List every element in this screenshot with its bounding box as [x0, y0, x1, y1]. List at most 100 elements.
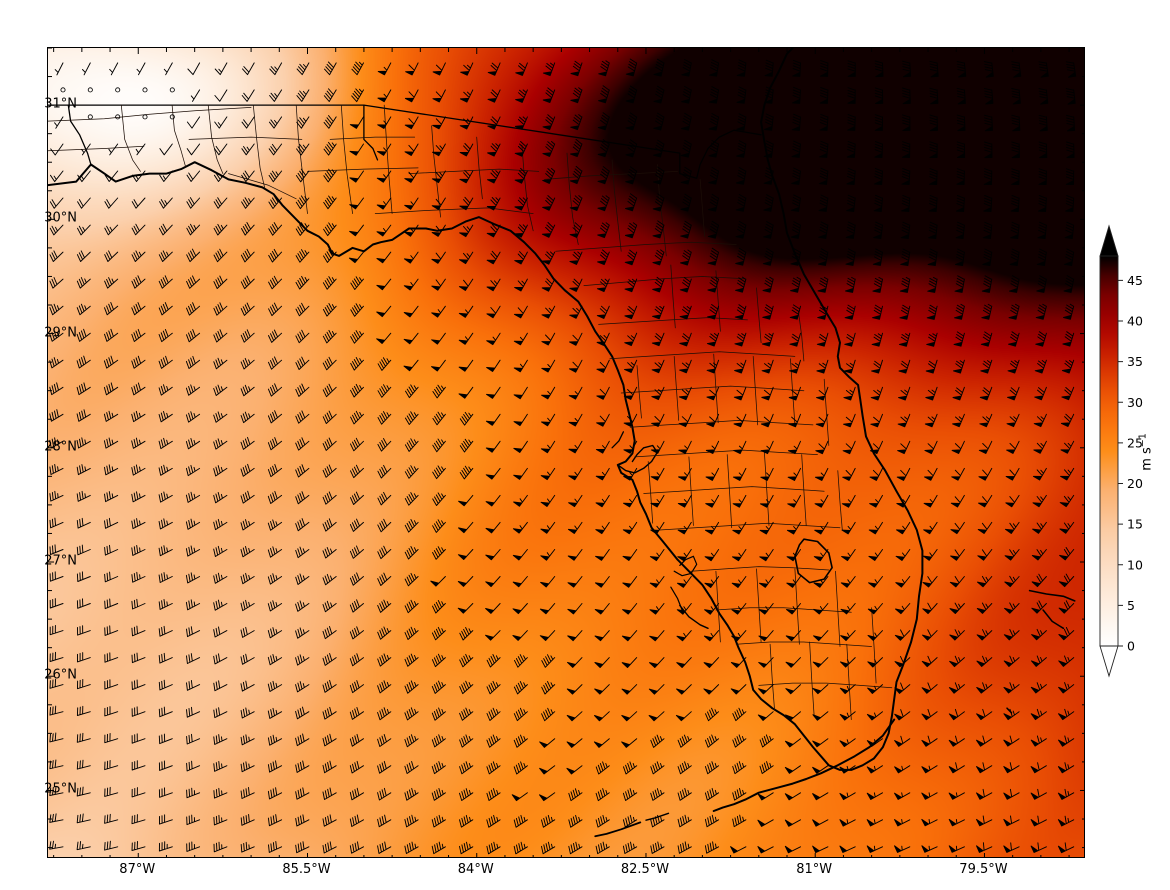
- wind-barb: [131, 464, 146, 476]
- wind-barb: [786, 603, 801, 615]
- wind-barb: [513, 734, 528, 748]
- wind-barb: [956, 61, 967, 78]
- wind-barb: [1008, 303, 1020, 320]
- wind-barb: [595, 761, 610, 775]
- wind-barb: [404, 546, 419, 560]
- wind-barb: [268, 302, 283, 317]
- wind-barb: [431, 170, 446, 184]
- wind-barb: [296, 116, 310, 129]
- wind-barb: [922, 602, 938, 615]
- wind-barb: [295, 518, 310, 532]
- county-boundary: [756, 287, 762, 344]
- wind-barb: [240, 653, 255, 665]
- wind-barb: [1007, 359, 1020, 374]
- wind-barb: [924, 440, 938, 455]
- wind-barb: [844, 304, 856, 320]
- wind-barb: [295, 383, 310, 397]
- wind-barb: [185, 355, 201, 369]
- alabama-georgia-florida-border: [67, 104, 379, 161]
- wind-barb: [186, 653, 201, 664]
- wind-barb: [874, 60, 884, 78]
- wind-barb: [650, 521, 665, 535]
- wind-barb: [870, 413, 883, 428]
- colorbar-unit-text: m s: [1139, 447, 1155, 471]
- wind-barb: [349, 545, 364, 559]
- wind-barb: [569, 251, 583, 265]
- latitude-tick-label: 27°N: [44, 553, 77, 569]
- wind-barb: [377, 760, 392, 774]
- wind-barb: [240, 490, 255, 504]
- wind-barb: [983, 195, 993, 212]
- wind-barb: [680, 249, 692, 266]
- wind-barb: [954, 303, 965, 320]
- county-boundary: [758, 682, 893, 689]
- wind-barb: [240, 599, 255, 612]
- wind-barb: [459, 196, 474, 211]
- wind-barb: [1034, 386, 1047, 401]
- wind-barb: [922, 576, 938, 588]
- wind-barb: [954, 275, 965, 293]
- wind-barb: [295, 275, 310, 290]
- wind-barb: [513, 814, 528, 828]
- wind-barb: [950, 521, 965, 535]
- wind-barb: [131, 814, 146, 825]
- georgia-florida-border: [363, 104, 762, 179]
- wind-barb: [790, 248, 801, 266]
- wind-barb: [50, 170, 64, 183]
- wind-barb: [487, 89, 501, 103]
- wind-barb: [268, 116, 283, 129]
- county-boundary: [374, 207, 534, 214]
- wind-barb: [813, 603, 829, 615]
- wind-barb: [784, 845, 801, 854]
- longitude-tick-label: 82.5°W: [620, 862, 670, 877]
- wind-barb: [213, 492, 228, 504]
- wind-barb: [812, 711, 829, 721]
- wind-barb: [596, 278, 610, 293]
- wind-barb: [948, 735, 965, 747]
- wind-barb: [894, 792, 911, 800]
- wind-barb: [431, 224, 446, 237]
- wind-barb: [349, 653, 364, 667]
- wind-barb: [267, 464, 283, 478]
- wind-barb: [818, 221, 829, 239]
- wind-barb: [512, 521, 528, 534]
- wind-barb: [49, 490, 64, 502]
- wind-barb: [840, 603, 856, 615]
- wind-barb: [707, 276, 720, 293]
- wind-barb: [542, 114, 556, 130]
- wind-barb: [459, 116, 474, 130]
- wind-barb: [431, 653, 446, 668]
- wind-barb: [404, 116, 419, 130]
- wind-barb: [596, 305, 610, 319]
- wind-barb: [268, 248, 283, 263]
- wind-barb: [131, 760, 146, 771]
- county-boundary: [120, 104, 141, 172]
- wind-barb: [677, 494, 692, 508]
- wind-barb: [1003, 708, 1020, 721]
- wind-barb: [650, 788, 665, 801]
- wind-barb: [431, 359, 446, 372]
- wind-barb: [894, 629, 911, 641]
- wind-barb: [706, 359, 720, 374]
- wind-barb: [404, 438, 419, 452]
- wind-barb: [598, 85, 610, 104]
- wind-barb: [1063, 275, 1075, 293]
- wind-barb: [1010, 195, 1020, 212]
- wind-barb: [1061, 386, 1075, 401]
- wind-barb: [322, 653, 337, 666]
- wind-barb: [901, 141, 911, 158]
- wind-barb: [1006, 413, 1020, 428]
- wind-barb: [296, 89, 310, 102]
- wind-barb: [213, 680, 228, 692]
- wind-barb: [131, 328, 146, 342]
- wind-barb: [595, 521, 610, 535]
- wind-barb: [568, 386, 583, 400]
- wind-barb: [567, 521, 583, 534]
- wind-barb: [895, 603, 911, 615]
- wind-barb: [350, 491, 364, 505]
- wind-barb: [813, 576, 829, 588]
- wind-barb: [760, 440, 774, 455]
- wind-barb: [485, 494, 501, 507]
- county-boundary: [713, 353, 719, 424]
- axis-tick-layer: [48, 48, 1084, 857]
